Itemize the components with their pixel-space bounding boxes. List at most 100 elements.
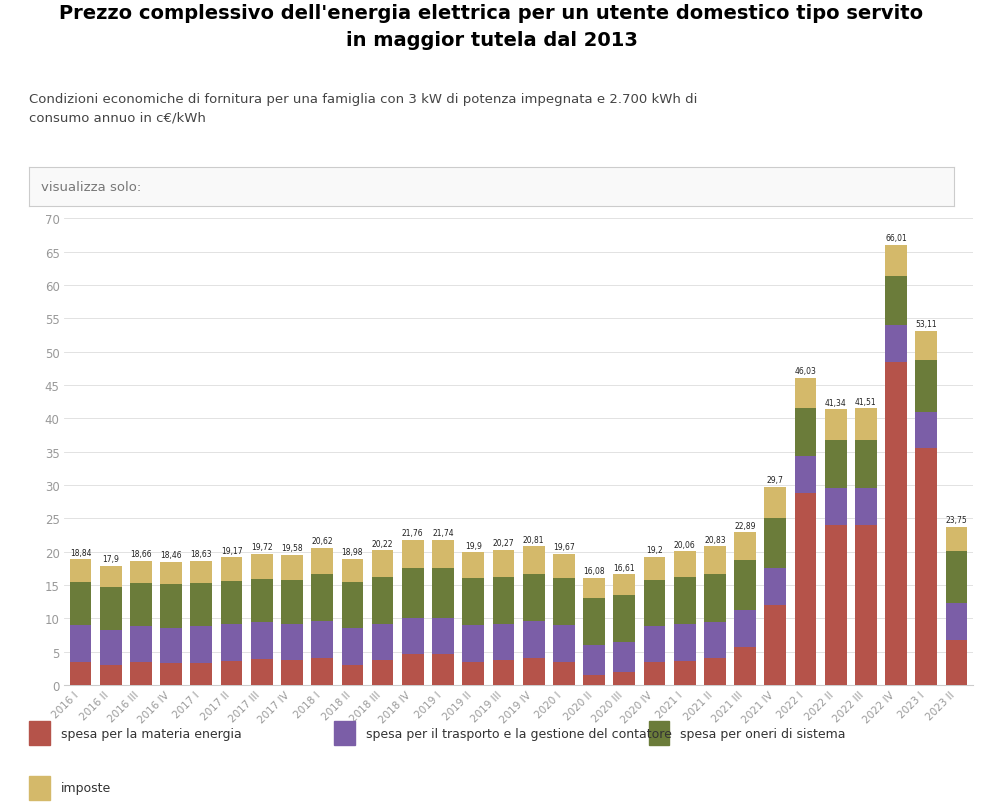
Bar [583, 578, 605, 599]
Bar [341, 559, 364, 582]
Bar [462, 662, 484, 685]
Text: 18,84: 18,84 [70, 548, 91, 557]
Bar [855, 526, 877, 685]
Bar [553, 579, 575, 625]
Text: 17,9: 17,9 [102, 555, 119, 564]
Bar [915, 332, 937, 361]
Bar [372, 551, 393, 577]
Text: 20,06: 20,06 [673, 540, 696, 549]
Bar [825, 441, 846, 489]
Bar [886, 277, 907, 325]
Bar [583, 676, 605, 685]
Text: 20,83: 20,83 [704, 535, 725, 544]
Bar [70, 662, 91, 685]
Bar [191, 561, 212, 583]
Bar [613, 595, 635, 642]
Bar [160, 663, 182, 685]
Bar [886, 246, 907, 277]
Bar [251, 659, 272, 685]
Bar [583, 646, 605, 676]
Text: 46,03: 46,03 [794, 367, 817, 376]
Bar [794, 379, 817, 408]
Bar [765, 569, 786, 605]
Bar [462, 625, 484, 662]
Text: 19,2: 19,2 [646, 546, 663, 555]
Bar [433, 618, 454, 654]
Bar [765, 487, 786, 518]
Bar [312, 548, 333, 575]
Bar [251, 554, 272, 579]
Bar [70, 625, 91, 662]
Bar [334, 722, 355, 744]
Text: 19,72: 19,72 [251, 543, 272, 551]
Text: 19,67: 19,67 [553, 543, 575, 551]
Bar [462, 553, 484, 579]
Bar [734, 533, 756, 560]
Bar [251, 579, 272, 623]
Bar [915, 448, 937, 685]
Text: 19,17: 19,17 [221, 546, 243, 555]
Bar [704, 547, 725, 575]
Bar [100, 566, 122, 587]
Bar [160, 585, 182, 628]
Bar [372, 661, 393, 685]
Bar [523, 658, 545, 685]
Bar [191, 627, 212, 663]
Text: spesa per oneri di sistema: spesa per oneri di sistema [680, 727, 845, 740]
Bar [734, 647, 756, 685]
Bar [886, 325, 907, 363]
Bar [553, 625, 575, 662]
Bar [523, 547, 545, 575]
Bar [825, 526, 846, 685]
Bar [402, 618, 424, 654]
Bar [704, 622, 725, 659]
Bar [523, 575, 545, 621]
Bar [160, 628, 182, 663]
Bar [402, 654, 424, 685]
Bar [220, 624, 243, 661]
Bar [462, 579, 484, 625]
Bar [70, 582, 91, 625]
Bar [402, 540, 424, 568]
Bar [915, 361, 937, 412]
Bar [281, 624, 303, 661]
Bar [402, 568, 424, 618]
Bar [372, 577, 393, 624]
Bar [191, 583, 212, 627]
Bar [825, 489, 846, 526]
Bar [583, 599, 605, 646]
Text: Condizioni economiche di fornitura per una famiglia con 3 kW di potenza impegnat: Condizioni economiche di fornitura per u… [29, 93, 698, 125]
Text: Prezzo complessivo dell'energia elettrica per un utente domestico tipo servito
i: Prezzo complessivo dell'energia elettric… [59, 4, 924, 49]
Bar [734, 611, 756, 647]
Bar [251, 623, 272, 659]
Text: 20,62: 20,62 [312, 536, 333, 545]
Text: 18,63: 18,63 [191, 550, 212, 559]
Bar [191, 663, 212, 685]
Bar [886, 363, 907, 685]
Text: 66,01: 66,01 [886, 234, 907, 242]
Text: 20,22: 20,22 [372, 539, 393, 548]
Bar [704, 659, 725, 685]
Text: visualizza solo:: visualizza solo: [40, 181, 141, 194]
Text: imposte: imposte [61, 782, 111, 795]
Bar [100, 631, 122, 665]
Text: spesa per la materia energia: spesa per la materia energia [61, 727, 242, 740]
Bar [649, 722, 668, 744]
Bar [492, 550, 514, 577]
Text: 20,27: 20,27 [492, 539, 514, 547]
Bar [341, 582, 364, 629]
Bar [220, 661, 243, 685]
Bar [433, 568, 454, 618]
Text: 22,89: 22,89 [734, 521, 756, 530]
Text: 20,81: 20,81 [523, 535, 545, 544]
Text: 41,51: 41,51 [855, 397, 877, 406]
Bar [765, 605, 786, 685]
Bar [673, 661, 696, 685]
Bar [553, 554, 575, 579]
Text: 19,58: 19,58 [281, 543, 303, 552]
Bar [523, 621, 545, 658]
Text: 29,7: 29,7 [767, 476, 783, 485]
Bar [130, 627, 151, 662]
Text: 16,08: 16,08 [583, 567, 605, 576]
Bar [29, 722, 50, 744]
